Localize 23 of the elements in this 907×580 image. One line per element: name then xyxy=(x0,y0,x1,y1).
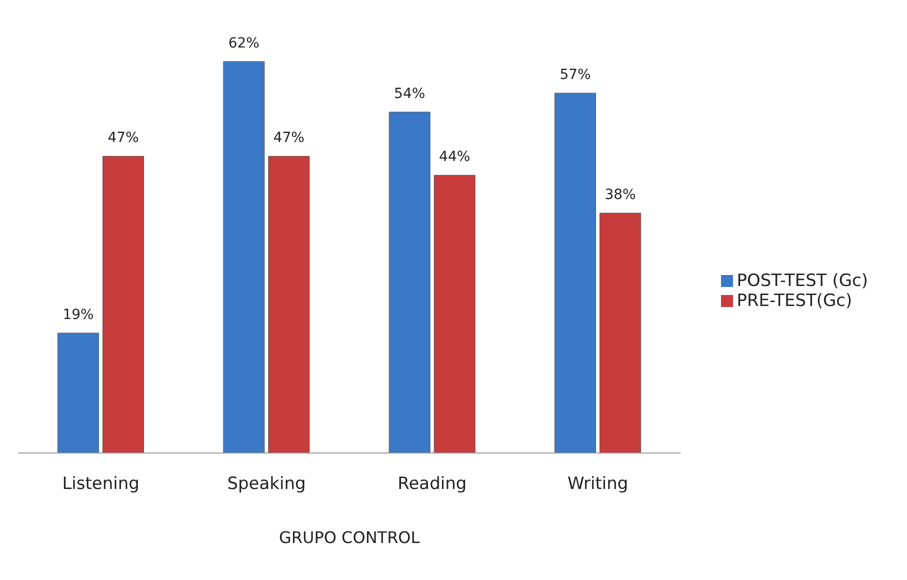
data-label: 44% xyxy=(439,149,470,166)
x-tick-label: Speaking xyxy=(227,474,306,494)
bar xyxy=(388,112,430,453)
data-label: 19% xyxy=(62,307,94,324)
data-label: 62% xyxy=(228,35,260,52)
data-label: 47% xyxy=(108,130,139,146)
data-label: 54% xyxy=(394,86,426,102)
bar xyxy=(268,156,310,453)
bar xyxy=(58,332,100,453)
x-tick-label: Writing xyxy=(567,474,628,494)
bar xyxy=(102,156,144,453)
x-tick-label: Listening xyxy=(62,474,140,494)
bar xyxy=(600,212,642,453)
x-tick-label: Reading xyxy=(398,474,467,494)
data-label: 47% xyxy=(273,130,304,146)
x-axis-title: GRUPO CONTROL xyxy=(279,528,420,547)
legend-label: PRE-TEST(Gc) xyxy=(736,290,852,310)
bar xyxy=(223,61,265,453)
legend-label: POST-TEST (Gc) xyxy=(736,270,868,290)
data-label: 57% xyxy=(560,67,591,84)
bar xyxy=(554,92,596,453)
bar xyxy=(434,174,476,453)
data-label: 38% xyxy=(604,187,636,204)
